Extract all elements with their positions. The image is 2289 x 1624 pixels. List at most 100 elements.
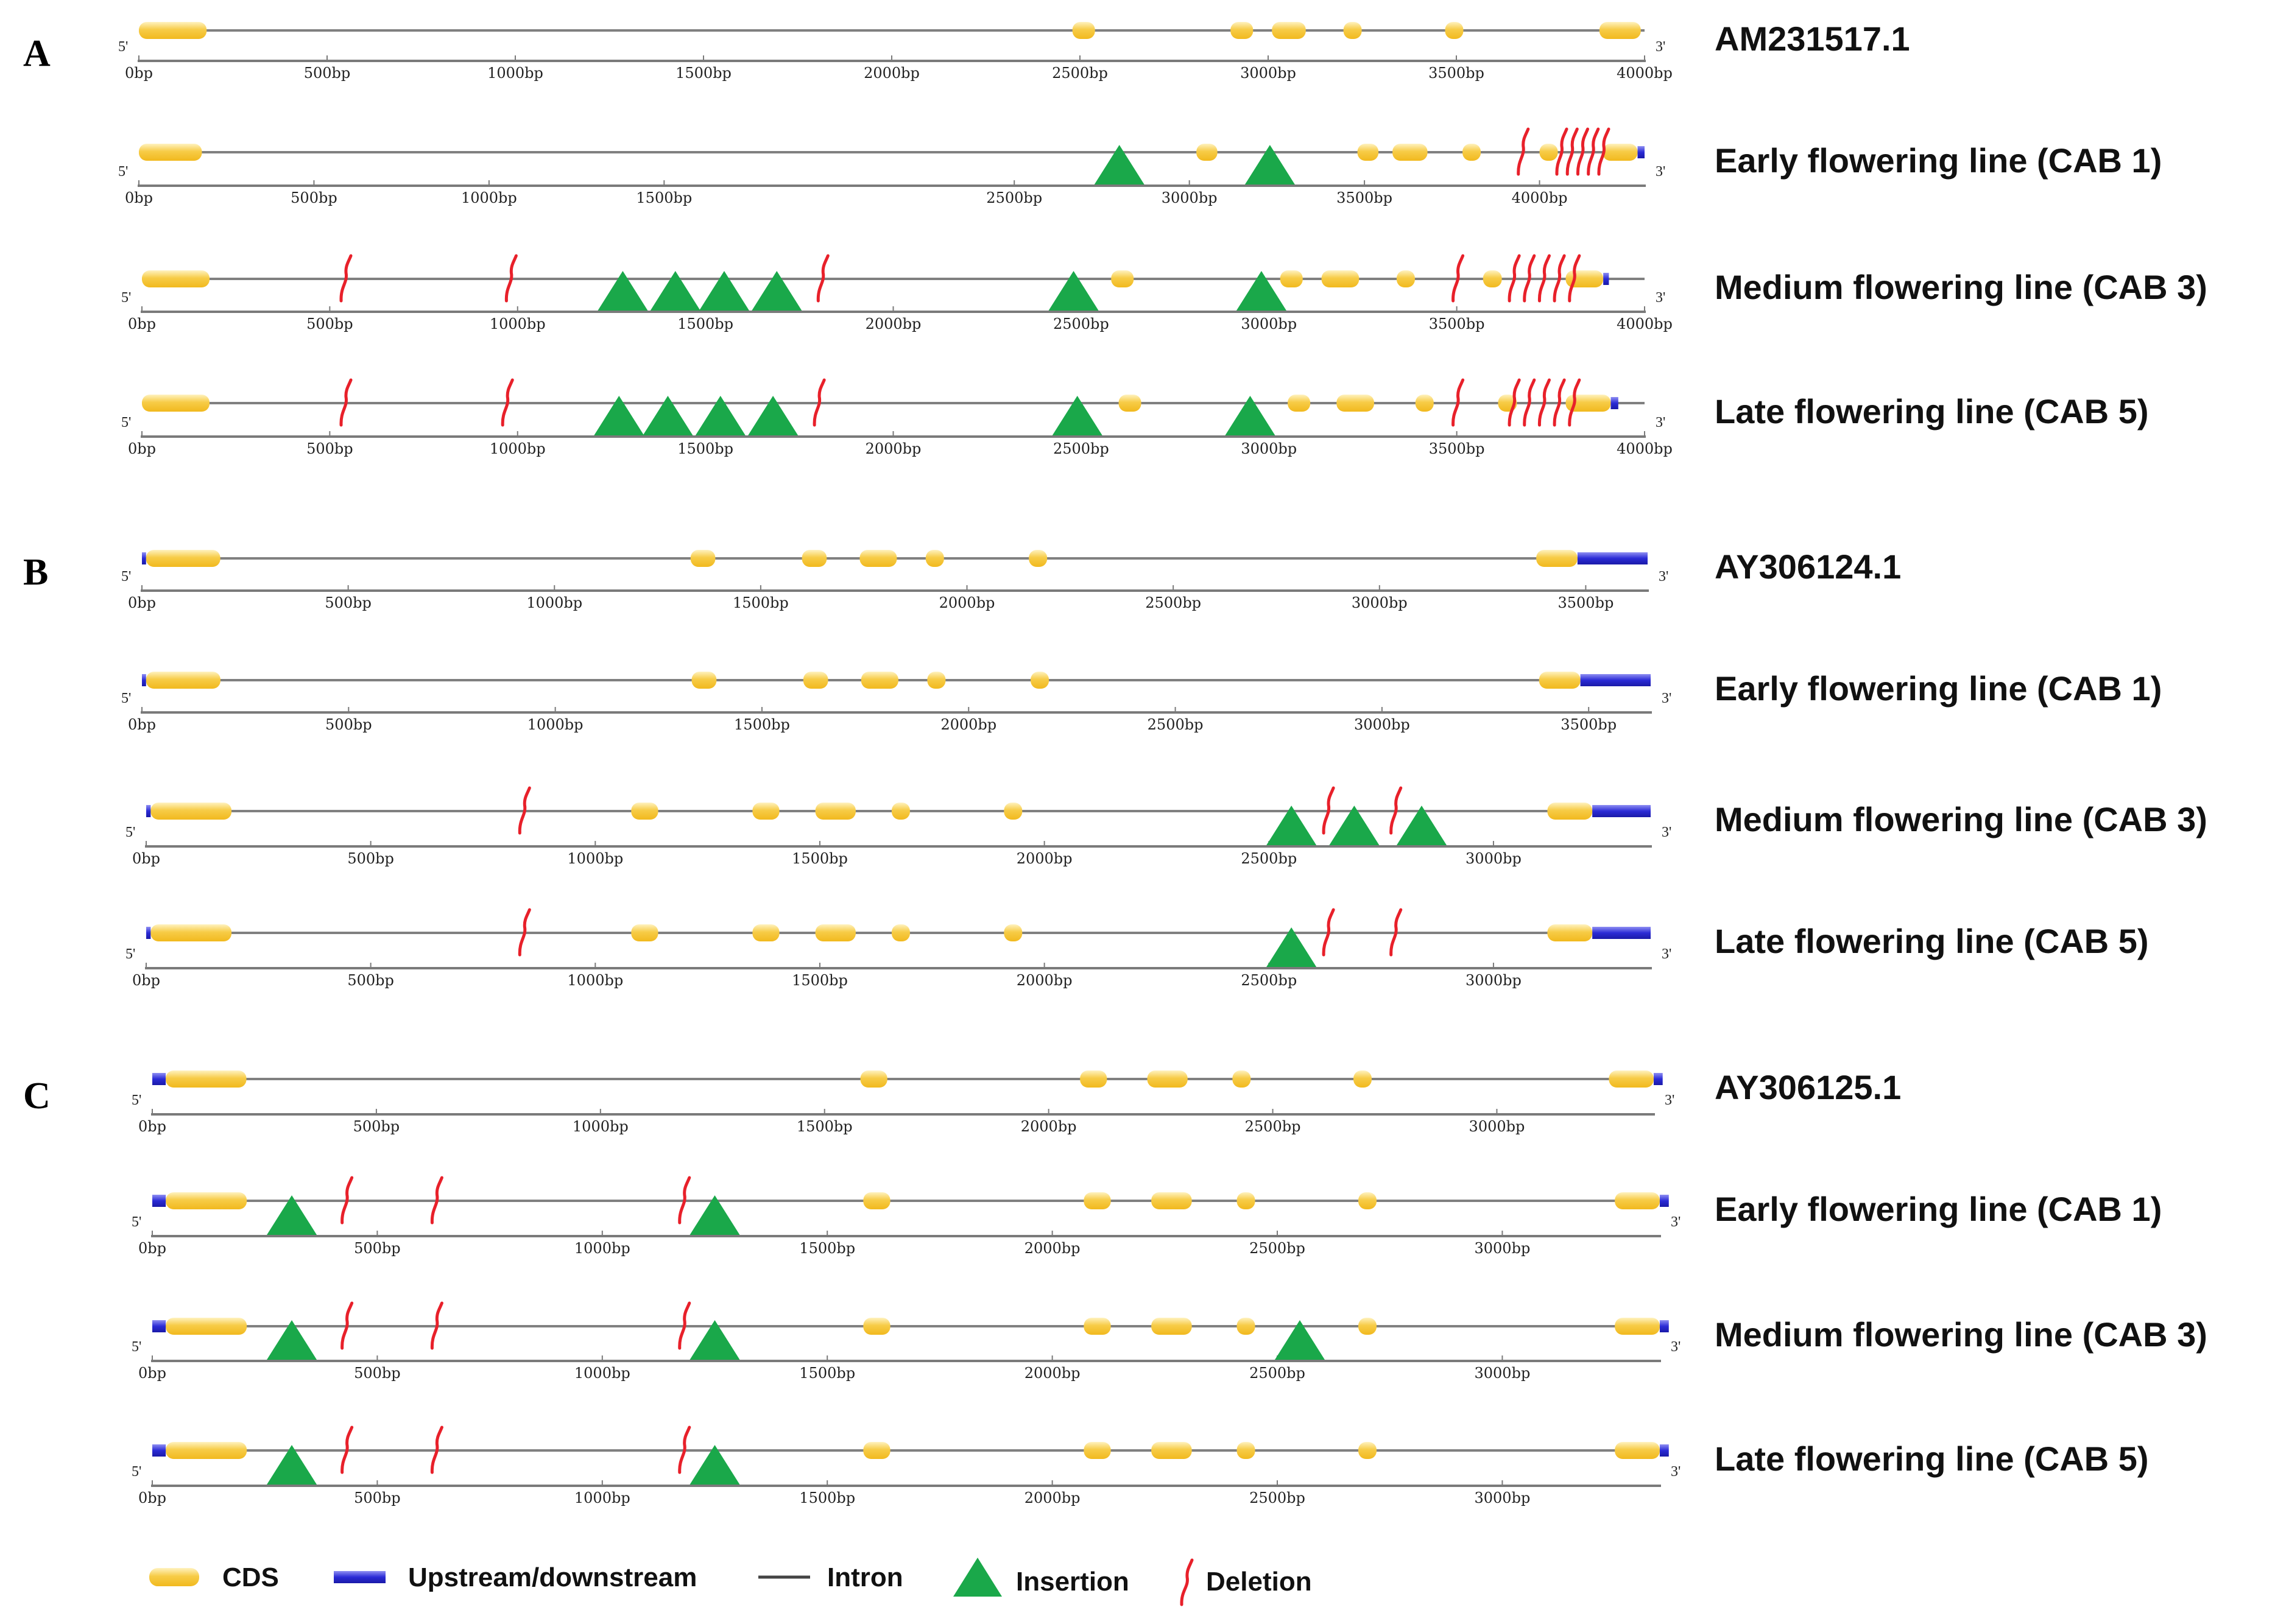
cds-block [1080,1070,1107,1088]
cds-block [1539,672,1581,689]
tick-label: 2000bp [1021,1118,1077,1135]
track-label: Medium flowering line (CAB 3) [1715,1315,2207,1354]
tick-label: 1500bp [799,1489,855,1506]
deletion-marker [430,1425,443,1474]
legend-deletion-label: Deletion [1206,1567,1312,1597]
tick-label: 2500bp [1249,1240,1305,1257]
cds-block [927,672,946,689]
legend-deletion-swatch [1180,1558,1194,1606]
deletion-marker [1587,127,1600,176]
deletion-marker [1389,908,1403,957]
cds-block [861,672,898,689]
tick-label: 1000bp [490,440,546,457]
insertion-marker [1396,806,1447,845]
five-prime-label: 5' [132,1092,141,1108]
insertion-marker [1094,145,1144,185]
gene-track: 0bp 500bp 1000bp 1500bp 2000bp 2500bp 3000bp 5'… [125,786,2207,867]
insertion-marker [699,271,749,311]
legend-insertion-swatch [953,1558,1002,1597]
updown-region [1592,805,1651,817]
updown-region [1660,1444,1669,1457]
deletion-marker [1553,378,1566,427]
deletion-marker [1508,378,1521,427]
tick-label: 1500bp [797,1118,853,1135]
tick-label: 1500bp [799,1365,855,1382]
cds-block [863,1318,891,1335]
tick-label: 1000bp [574,1489,630,1506]
updown-region [1592,927,1651,939]
insertion-marker [690,1195,740,1235]
insertion-marker [1052,396,1102,435]
deletion-marker [678,1425,691,1474]
cds-block [1151,1442,1192,1459]
cds-block [1280,270,1303,287]
gene-track: 0bp 500bp 1000bp 1500bp 2000bp 2500bp 3000bp 5'… [132,1301,2207,1382]
cds-block [925,550,944,567]
tick-label: 1000bp [567,850,623,867]
cds-block [863,1192,891,1209]
deletion-marker [813,378,826,427]
tick-label: 3500bp [1336,189,1392,206]
deletion-marker [340,1301,354,1350]
gene-track: 0bp 500bp 1000bp 1500bp 2000bp 2500bp 3000bp 35… [121,378,2149,457]
tick-label: 2500bp [1053,440,1109,457]
tick-label: 1000bp [490,315,546,332]
updown-region [1603,273,1609,285]
cds-block [815,924,856,941]
tick-label: 1500bp [792,972,848,989]
cds-block [1358,1318,1377,1335]
three-prime-label: 3' [1662,691,1671,706]
deletion-marker [518,786,531,835]
three-prime-label: 3' [1665,1092,1674,1108]
cds-block [1462,144,1481,161]
tick-label: 1500bp [677,440,733,457]
tick-label: 0bp [138,1240,166,1257]
tick-label: 2000bp [864,65,920,82]
insertion-marker [267,1195,317,1235]
tick-label: 0bp [138,1365,166,1382]
tick-label: 2500bp [1245,1118,1301,1135]
cds-block [1445,22,1464,39]
cds-block [803,672,828,689]
updown-region [1610,397,1618,409]
three-prime-label: 3' [1656,164,1665,180]
track-label: Medium flowering line (CAB 3) [1715,800,2207,838]
cds-block [150,924,232,941]
tick-label: 1500bp [799,1240,855,1257]
cds-block [859,550,897,567]
cds-block [1603,144,1638,161]
five-prime-label: 5' [132,1464,141,1480]
updown-region [146,805,151,817]
insertion-marker [267,1320,317,1360]
track-label: Late flowering line (CAB 5) [1715,1439,2149,1478]
tick-label: 1500bp [734,716,790,733]
gene-track: 0bp 500bp 1000bp 1500bp 2000bp 2500bp 3000bp 35… [121,669,2162,733]
updown-region [152,1073,166,1085]
tick-label: 0bp [132,972,160,989]
cds-block [1357,144,1379,161]
updown-region [1654,1073,1663,1085]
tick-label: 2000bp [1025,1240,1081,1257]
cds-block [1539,144,1558,161]
tick-label: 500bp [325,716,372,733]
three-prime-label: 3' [1662,946,1671,962]
insertion-marker [594,396,644,435]
cds-block [1230,22,1254,39]
tick-label: 1000bp [461,189,517,206]
tick-label: 2500bp [1145,594,1201,611]
five-prime-label: 5' [121,691,131,706]
tick-label: 500bp [306,440,353,457]
cds-block [139,22,207,39]
insertion-marker [650,271,700,311]
three-prime-label: 3' [1671,1339,1681,1355]
deletion-marker [1537,378,1551,427]
tick-label: 4000bp [1617,440,1673,457]
cds-block [1483,270,1502,287]
tick-label: 2000bp [939,594,995,611]
tick-label: 500bp [325,594,372,611]
panel-letter: B [23,552,48,593]
cds-block [1358,1192,1377,1209]
cds-block [860,1070,887,1088]
cds-block [1084,1442,1111,1459]
three-prime-label: 3' [1662,824,1671,840]
